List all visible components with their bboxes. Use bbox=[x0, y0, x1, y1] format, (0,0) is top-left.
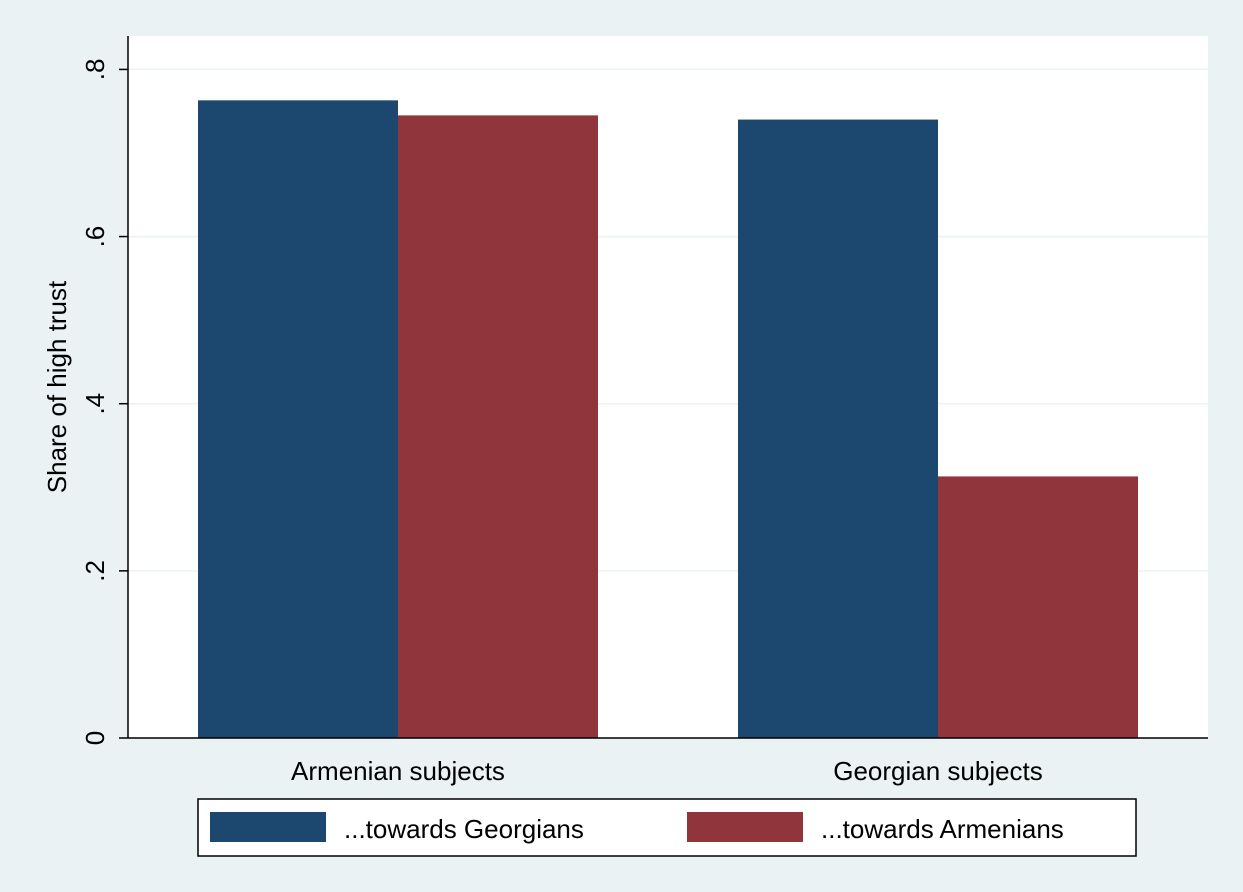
y-tick-label: .8 bbox=[80, 59, 110, 81]
y-tick-label: .2 bbox=[80, 560, 110, 582]
bar bbox=[198, 100, 398, 739]
legend-box bbox=[197, 798, 1137, 857]
x-tick-label: Georgian subjects bbox=[833, 756, 1043, 786]
bar bbox=[398, 115, 598, 738]
legend-label: ...towards Armenians bbox=[821, 814, 1064, 844]
bar bbox=[938, 476, 1138, 738]
y-axis-ticks: 0 .2 .4 .6 .8 bbox=[80, 59, 128, 745]
y-tick-label: .6 bbox=[80, 226, 110, 248]
legend: ...towards Georgians ...towards Armenians bbox=[197, 798, 1137, 857]
y-axis-title: Share of high trust bbox=[42, 280, 72, 493]
y-tick-label: 0 bbox=[80, 731, 110, 745]
bar bbox=[738, 119, 938, 739]
legend-label: ...towards Georgians bbox=[344, 814, 584, 844]
y-tick-label: .4 bbox=[80, 393, 110, 415]
legend-swatch bbox=[210, 812, 326, 842]
x-tick-label: Armenian subjects bbox=[291, 756, 505, 786]
bars bbox=[198, 100, 1138, 739]
legend-swatch bbox=[687, 812, 803, 842]
x-axis-category-labels: Armenian subjects Georgian subjects bbox=[291, 756, 1043, 786]
